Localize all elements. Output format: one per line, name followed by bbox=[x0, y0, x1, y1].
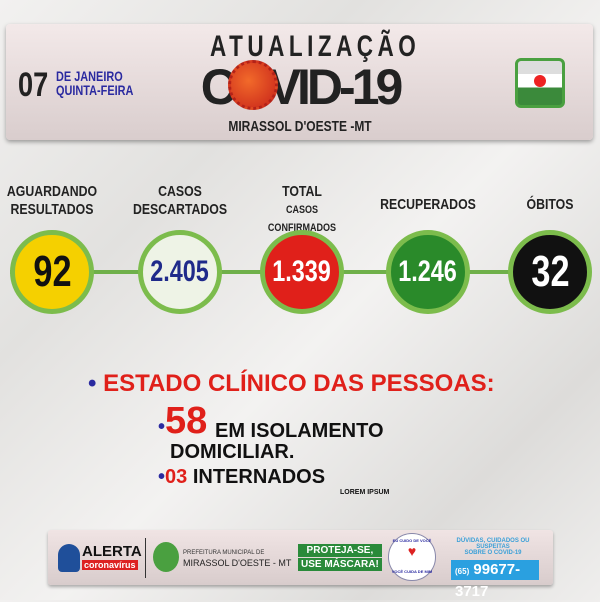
footer-banner: ALERTA coronavírus PREFEITURA MUNICIPAL … bbox=[48, 530, 553, 600]
stat-label: AGUARDANDO RESULTADOS bbox=[6, 183, 98, 218]
isolation-label-2: DOMICILIAR. bbox=[170, 441, 295, 463]
crest-icon bbox=[153, 542, 179, 572]
alert-label: ALERTA bbox=[82, 543, 142, 560]
stat-circle: 92 bbox=[10, 230, 94, 314]
stat-label: CASOS DESCARTADOS bbox=[132, 183, 228, 218]
isolation-count: •58 bbox=[158, 400, 208, 442]
stat-value: 32 bbox=[530, 247, 570, 296]
stat-circle: 1.339 bbox=[260, 230, 344, 314]
stat-value: 2.405 bbox=[150, 255, 210, 288]
city-crest-icon bbox=[515, 58, 565, 108]
phone-button[interactable]: (65) 99677-3717 bbox=[451, 560, 539, 600]
isolation-label: EM ISOLAMENTO bbox=[215, 420, 384, 442]
mask-message: PROTEJA-SE, USE MÁSCARA! bbox=[298, 544, 382, 571]
date-day: 07 bbox=[18, 66, 49, 104]
stat-circle: 2.405 bbox=[138, 230, 222, 314]
stat-label: RECUPERADOS bbox=[380, 196, 476, 213]
clinical-title: • ESTADO CLÍNICO DAS PESSOAS: bbox=[88, 370, 495, 397]
alert-icon bbox=[58, 544, 80, 572]
header-banner bbox=[6, 24, 593, 140]
care-badge: EU CUIDO DE VOCÊ ♥ VOCÊ CUIDA DE MIM bbox=[388, 533, 436, 581]
stat-circle: 1.246 bbox=[386, 230, 470, 314]
stat-value: 1.339 bbox=[272, 255, 332, 288]
virus-icon bbox=[228, 60, 278, 110]
pref-line1: PREFEITURA MUNICIPAL DE bbox=[183, 550, 265, 556]
city: MIRASSOL D'OESTE -MT bbox=[228, 118, 372, 135]
title: ATUALIZAÇÃO bbox=[210, 30, 421, 63]
date-text: DE JANEIRO QUINTA-FEIRA bbox=[56, 68, 134, 98]
stat-label: TOTAL CASOS CONFIRMADOS bbox=[267, 183, 337, 234]
alert-sub: coronavírus bbox=[82, 560, 138, 570]
doubts-text: DÚVIDAS, CUIDADOS OU SUSPEITAS SOBRE O CO… bbox=[456, 538, 530, 556]
stat-value: 92 bbox=[32, 247, 72, 296]
stat-label: ÓBITOS bbox=[526, 196, 574, 213]
divider bbox=[145, 538, 146, 578]
stat-value: 1.246 bbox=[398, 255, 458, 288]
stat-circle: 32 bbox=[508, 230, 592, 314]
note: LOREM IPSUM bbox=[340, 489, 390, 496]
pref-line2: MIRASSOL D'OESTE - MT bbox=[183, 558, 292, 568]
hospitalized: •03 INTERNADOS bbox=[158, 466, 326, 488]
